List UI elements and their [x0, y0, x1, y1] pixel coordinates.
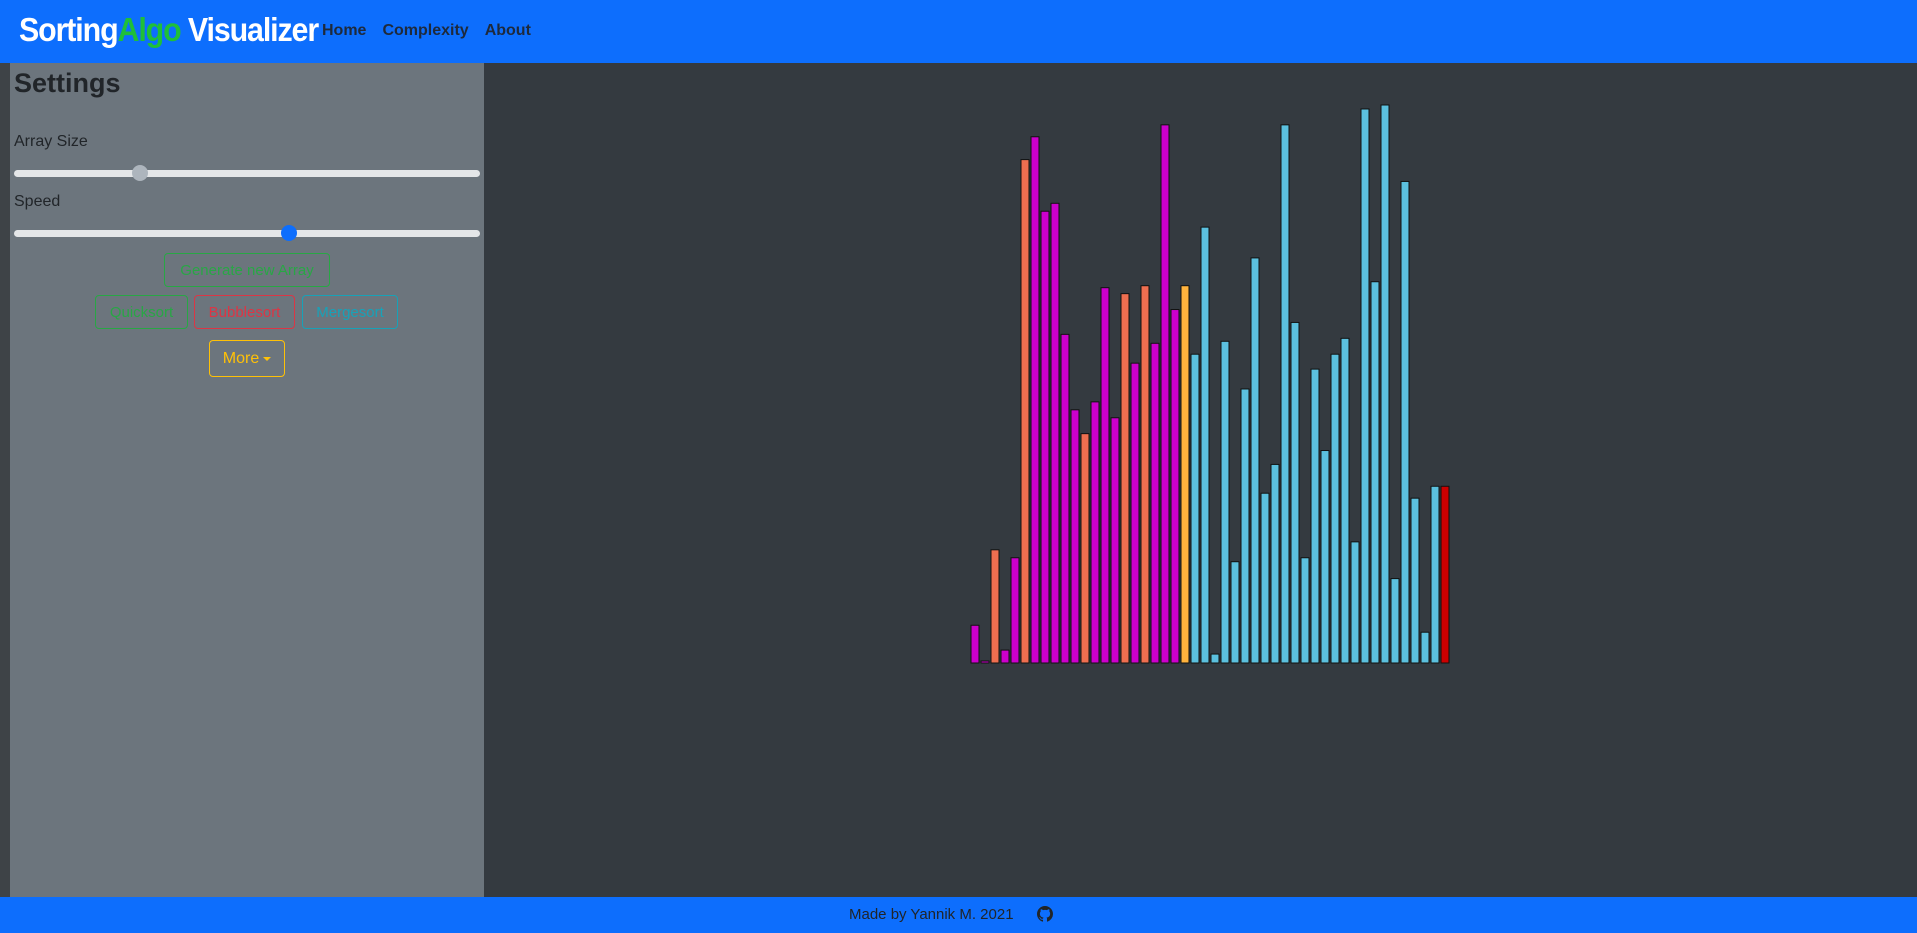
more-label: More	[222, 349, 260, 367]
array-bar	[1000, 649, 1010, 664]
nav-home-link[interactable]: Home	[322, 22, 367, 39]
array-bar	[1280, 124, 1290, 664]
array-bar	[1400, 180, 1410, 664]
array-size-slider[interactable]	[14, 165, 480, 181]
array-bar	[1210, 653, 1220, 664]
footer	[0, 897, 1917, 933]
array-bar	[1410, 497, 1420, 664]
array-bar	[1320, 450, 1330, 664]
array-bar	[1230, 561, 1240, 664]
brand-logo[interactable]: SortingAlgo Visualizer	[19, 8, 319, 52]
array-size-label: Array Size	[14, 133, 88, 150]
nav-links: Home Complexity About	[322, 22, 531, 40]
array-bar	[1380, 104, 1390, 664]
array-bar	[1130, 362, 1140, 664]
array-bar	[980, 660, 990, 664]
array-bar	[1140, 285, 1150, 664]
array-bar	[1330, 353, 1340, 664]
mergesort-button[interactable]: Mergesort	[302, 295, 398, 329]
array-bar	[1310, 368, 1320, 664]
array-bar	[1260, 492, 1270, 664]
array-bar	[1390, 578, 1400, 664]
quicksort-button[interactable]: Quicksort	[95, 295, 188, 329]
settings-title: Settings	[14, 68, 121, 98]
array-bar	[1290, 321, 1300, 664]
github-icon[interactable]	[1037, 906, 1053, 922]
bubblesort-button[interactable]: Bubblesort	[194, 295, 295, 329]
array-bar	[990, 549, 1000, 664]
array-bar	[1250, 257, 1260, 664]
speed-label: Speed	[14, 193, 61, 210]
array-bar-active	[1440, 485, 1450, 664]
array-bar	[1420, 631, 1430, 664]
array-bar	[1050, 202, 1060, 664]
array-bar	[1170, 309, 1180, 664]
array-bar	[1360, 108, 1370, 664]
array-bar	[1030, 136, 1040, 664]
more-dropdown-button[interactable]: More	[209, 340, 285, 377]
array-size-slider-thumb[interactable]	[131, 165, 148, 181]
left-edge-strip	[0, 63, 10, 897]
array-bar	[1060, 333, 1070, 664]
generate-array-button[interactable]: Generate new Array	[164, 253, 330, 287]
brand-algo: Algo	[117, 11, 182, 48]
array-bar	[1340, 337, 1350, 664]
array-bar	[970, 624, 980, 664]
array-bar	[1040, 210, 1050, 664]
speed-slider[interactable]	[14, 225, 480, 241]
bar-chart	[970, 104, 1450, 664]
array-bar	[1240, 388, 1250, 664]
array-bar	[1220, 340, 1230, 664]
array-bar	[1120, 293, 1130, 664]
caret-down-icon	[263, 357, 272, 361]
array-bar	[1070, 409, 1080, 664]
brand-sorting: Sorting	[19, 11, 119, 48]
navbar: SortingAlgo Visualizer Home Complexity A…	[0, 0, 1917, 63]
array-bar	[1010, 557, 1020, 664]
array-bar	[1160, 124, 1170, 664]
array-bar	[1200, 226, 1210, 664]
array-bar	[1430, 485, 1440, 664]
array-bar	[1020, 159, 1030, 664]
nav-complexity-link[interactable]: Complexity	[382, 22, 469, 39]
array-bar	[1350, 541, 1360, 664]
array-bar	[1080, 433, 1090, 664]
array-bar	[1110, 417, 1120, 664]
array-bar	[1150, 342, 1160, 664]
nav-about-link[interactable]: About	[484, 22, 531, 39]
settings-sidebar	[10, 63, 484, 897]
brand-visualizer: Visualizer	[180, 11, 319, 48]
speed-slider-thumb[interactable]	[280, 225, 297, 241]
footer-text: Made by Yannik M. 2021	[849, 906, 1014, 923]
array-bar	[1300, 557, 1310, 664]
array-bar	[1180, 285, 1190, 664]
array-bar	[1190, 353, 1200, 664]
array-bar	[1100, 287, 1110, 664]
array-bar	[1370, 281, 1380, 664]
visualizer-area	[484, 63, 1917, 897]
array-bar	[1270, 463, 1280, 664]
array-bar	[1090, 401, 1100, 664]
